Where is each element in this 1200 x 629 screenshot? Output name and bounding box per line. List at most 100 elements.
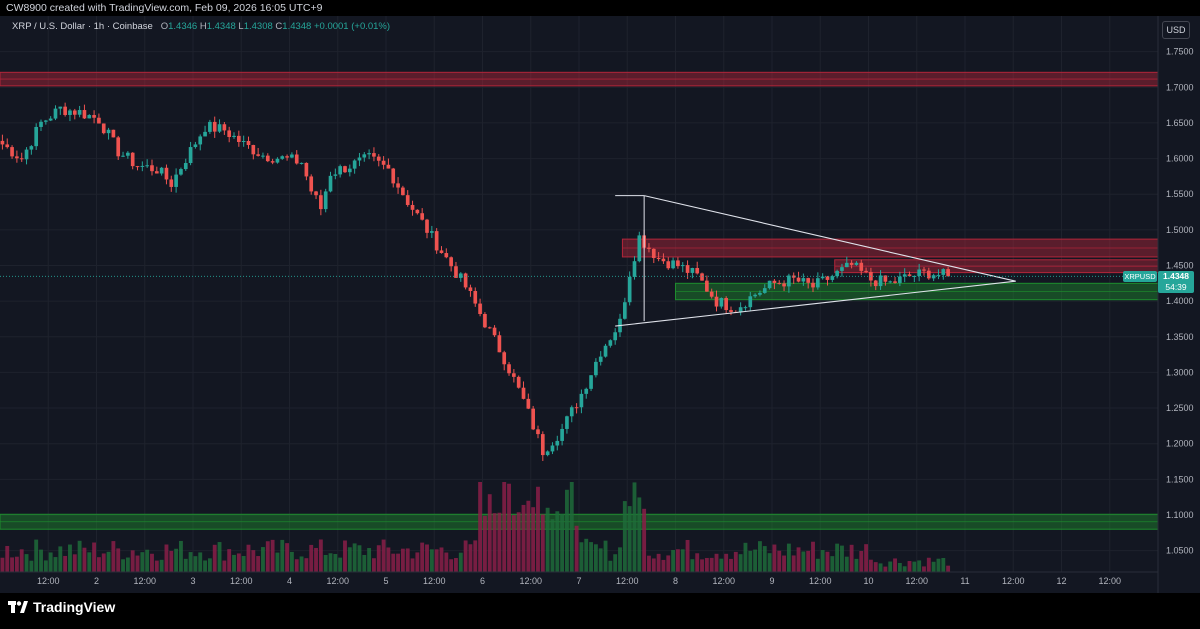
volume-bar [198, 552, 203, 572]
candle-body [386, 164, 391, 169]
candle [48, 116, 53, 122]
candle [34, 123, 39, 150]
volume-bar [372, 558, 376, 572]
candle-body [0, 140, 5, 145]
volume-bar [449, 559, 454, 572]
volume-bar [396, 553, 400, 572]
brand-name: TradingView [33, 599, 116, 615]
price-tick-label: 1.7500 [1166, 47, 1194, 57]
volume-bar [941, 557, 946, 572]
candle [454, 261, 458, 278]
volume-bar [584, 538, 589, 572]
candle-body [217, 124, 222, 132]
candle [656, 252, 661, 262]
candle [705, 275, 709, 292]
time-tick-label: 12:00 [712, 576, 735, 586]
tradingview-logo[interactable]: TradingView [8, 599, 115, 615]
high-label: H [199, 21, 207, 32]
currency-button[interactable]: USD [1162, 21, 1190, 39]
time-tick-label: 12:00 [1002, 576, 1025, 586]
volume-bar [782, 555, 786, 572]
open-value: 1.4346 [168, 21, 198, 32]
candle [53, 105, 58, 121]
candle-body [854, 262, 859, 265]
price-tick-label: 1.1500 [1166, 474, 1194, 484]
candle-body [164, 167, 169, 180]
time-tick-label: 12:00 [616, 576, 639, 586]
volume-bar [309, 544, 314, 572]
candle [188, 141, 193, 166]
volume-bar [926, 557, 931, 572]
candle-body [574, 407, 579, 409]
candle [352, 159, 357, 174]
candle [550, 442, 555, 455]
candle [251, 144, 256, 160]
volume-bar [63, 555, 68, 572]
volume-bar [478, 482, 483, 572]
symmetrical-triangle [615, 195, 1016, 327]
volume-bar [5, 545, 10, 572]
candle-body [492, 327, 497, 336]
candle-body [87, 115, 92, 119]
candle-body [145, 165, 149, 167]
candle [217, 119, 222, 133]
candle [516, 375, 521, 389]
candle [299, 162, 304, 165]
candle-body [314, 191, 318, 196]
candle [145, 159, 149, 168]
volume-bar [632, 482, 637, 572]
price-tick-label: 1.5000 [1166, 225, 1194, 235]
volume-bar [946, 565, 951, 572]
candle [613, 328, 618, 345]
candle [58, 106, 63, 115]
candle [5, 138, 10, 149]
last-price-tag: 1.4348 54:39 [1158, 271, 1194, 293]
candle [179, 167, 183, 176]
volume-bar [386, 547, 391, 572]
volume-bar [729, 558, 733, 572]
candle-body [912, 276, 917, 278]
candle-body [410, 204, 415, 210]
candle [893, 276, 897, 284]
candle-body [820, 276, 825, 279]
chart-area[interactable]: 1.7500 1.7000 1.6500 1.6000 1.5500 1.5000 1.45… [0, 16, 1200, 593]
price-chart[interactable]: 1.7500 1.7000 1.6500 1.6000 1.5500 1.5000 1.45… [0, 16, 1200, 593]
candle-body [709, 291, 714, 297]
volume-bar [714, 553, 719, 572]
candle [926, 267, 931, 280]
volume-bar [58, 546, 63, 572]
candle-body [830, 276, 835, 280]
candle-body [405, 195, 410, 205]
candle-body [801, 278, 806, 282]
candle-body [936, 274, 941, 276]
price-tick-label: 1.2500 [1166, 403, 1194, 413]
candle-body [183, 163, 188, 170]
candle [714, 290, 719, 312]
volume-bar [362, 554, 367, 572]
volume-bar [347, 547, 352, 572]
candle-body [545, 451, 550, 456]
candle [680, 262, 685, 273]
candle-body [666, 261, 671, 269]
candle-body [246, 140, 251, 146]
candle [381, 156, 386, 170]
candle-body [656, 258, 661, 260]
volume-bar [116, 548, 121, 572]
candle [19, 152, 24, 162]
volume-bar [569, 482, 574, 572]
volume-bar [24, 554, 29, 572]
candle-body [907, 274, 912, 277]
candle-body [280, 156, 285, 159]
volume-bar [511, 515, 516, 572]
volume-bar [381, 539, 386, 572]
volume-bar [174, 548, 179, 572]
time-tick-label: 12:00 [423, 576, 446, 586]
volume-bar [227, 549, 232, 572]
candle-body [555, 440, 560, 446]
volume-bar [487, 494, 492, 572]
candle [164, 164, 169, 185]
volume-bar [574, 525, 579, 572]
candle-body [651, 248, 656, 259]
volume-bar [400, 548, 405, 572]
volume-bar [922, 566, 926, 572]
